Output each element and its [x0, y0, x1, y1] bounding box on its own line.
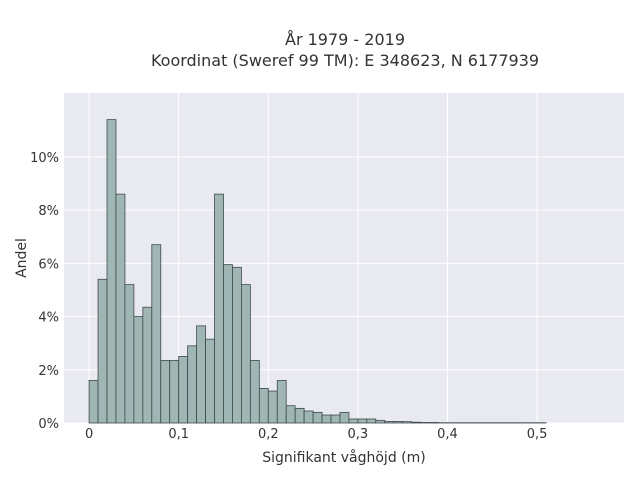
histogram-bar-14 [214, 193, 224, 424]
histogram-bar-25 [312, 411, 323, 424]
histogram-bar-19 [258, 388, 269, 424]
histogram-bar-31 [366, 418, 377, 424]
histogram-bar-17 [241, 284, 251, 424]
x-tick-label-2: 0,2 [258, 427, 279, 442]
y-tick-label-0: 0% [38, 417, 59, 432]
histogram-bar-8 [160, 360, 171, 424]
histogram-bar-24 [303, 410, 314, 424]
x-tick-label-0: 0 [85, 427, 93, 442]
x-tick-label-4: 0,4 [437, 427, 458, 442]
histogram-bar-10 [178, 356, 189, 424]
y-tick-label-4: 8% [38, 204, 59, 219]
histogram-bars [88, 119, 547, 424]
histogram-bar-34 [393, 421, 404, 424]
histogram-bar-7 [151, 244, 162, 424]
histogram-bar-16 [232, 266, 242, 424]
histogram-bar-30 [357, 418, 368, 424]
histogram-bar-5 [133, 316, 144, 424]
histogram-bar-37 [420, 422, 430, 424]
histogram-bar-28 [339, 411, 350, 424]
histogram-bar-23 [294, 407, 305, 424]
histogram-bar-9 [169, 360, 180, 424]
histogram-bar-4 [124, 284, 135, 424]
histogram-bar-2 [106, 119, 117, 424]
histogram-bar-18 [249, 360, 260, 424]
histogram-bar-3 [115, 193, 126, 424]
histogram-bar-36 [411, 421, 422, 424]
histogram-bar-26 [321, 414, 332, 424]
histogram-bar-20 [267, 390, 278, 424]
histogram-bar-6 [142, 306, 153, 424]
histogram-bar-0 [88, 380, 99, 424]
x-axis-title: Signifikant våghöjd (m) [262, 449, 425, 466]
x-axis-ticks: 0 0,1 0,2 0,3 0,4 0,5 [85, 427, 547, 442]
y-tick-label-1: 2% [38, 364, 59, 379]
histogram-bar-12 [196, 325, 206, 424]
chart-subtitle: Koordinat (Sweref 99 TM): E 348623, N 61… [151, 51, 539, 70]
histogram-bar-13 [205, 338, 215, 424]
histogram-bar-15 [223, 264, 233, 424]
histogram-bar-35 [402, 421, 413, 424]
histogram-bar-11 [187, 345, 198, 424]
y-axis-ticks: 0% 2% 4% 6% 8% 10% [30, 151, 59, 432]
histogram-bar-21 [276, 380, 287, 424]
y-tick-label-5: 10% [30, 151, 59, 166]
histogram-bar-1 [97, 278, 108, 424]
x-tick-label-3: 0,3 [348, 427, 369, 442]
histogram-bar-32 [375, 419, 386, 424]
y-axis-title: Andel [14, 238, 30, 278]
histogram-bar-29 [348, 418, 359, 424]
y-tick-label-2: 4% [38, 311, 59, 326]
chart-title: År 1979 - 2019 [285, 30, 405, 49]
histogram-bar-22 [285, 405, 296, 424]
histogram-bar-27 [330, 414, 341, 424]
histogram-bar-33 [384, 421, 395, 424]
x-tick-label-5: 0,5 [527, 427, 548, 442]
x-tick-label-1: 0,1 [168, 427, 189, 442]
histogram-bar-38 [429, 422, 439, 424]
y-tick-label-3: 6% [38, 257, 59, 272]
